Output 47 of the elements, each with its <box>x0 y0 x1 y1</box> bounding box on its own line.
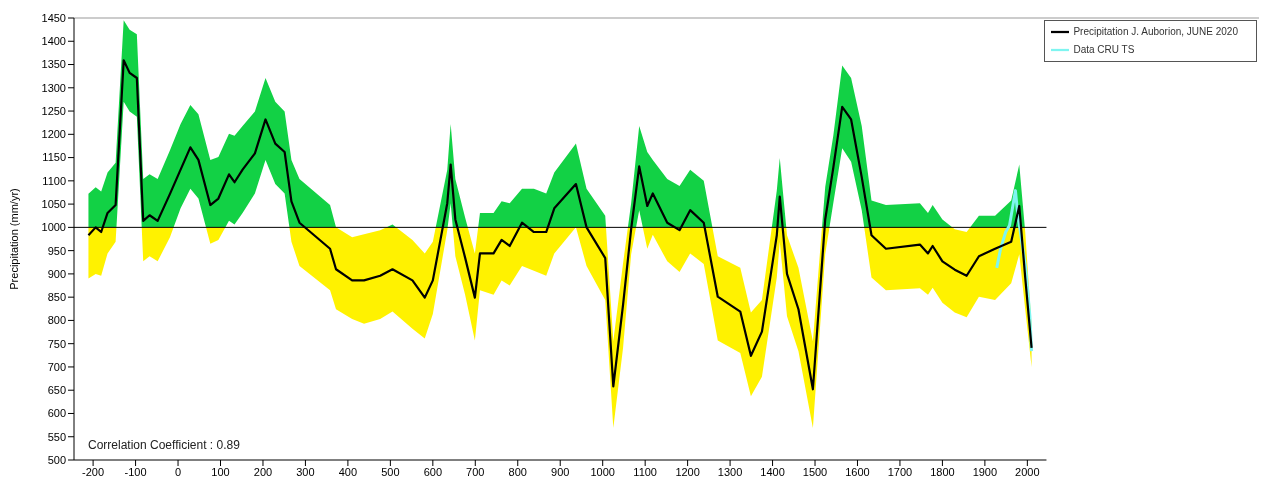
x-tick-label: -200 <box>82 465 105 478</box>
x-tick-label: 700 <box>466 465 485 478</box>
x-tick-label: 1600 <box>845 465 870 478</box>
y-tick-label: 1450 <box>41 11 66 24</box>
x-tick-label: 1700 <box>887 465 913 478</box>
y-tick-label: 600 <box>47 407 66 420</box>
legend-label: Precipitation J. Auborion, JUNE 2020 <box>1073 25 1238 37</box>
x-tick-label: 600 <box>423 465 443 478</box>
y-tick-label: 1100 <box>42 174 66 187</box>
x-tick-label: 800 <box>508 465 527 478</box>
y-tick-label: 1200 <box>41 128 66 141</box>
x-tick-label: 1900 <box>972 465 998 478</box>
x-tick-label: -100 <box>124 465 147 478</box>
y-tick-label: 1050 <box>41 198 66 211</box>
x-tick-label: 1800 <box>930 465 955 478</box>
y-tick-label: 750 <box>47 337 66 350</box>
y-tick-label: 1150 <box>42 151 66 164</box>
x-tick-label: 500 <box>381 465 400 478</box>
y-tick-label: 800 <box>47 314 66 327</box>
y-tick-label: 500 <box>47 453 66 466</box>
x-tick-label: 1100 <box>633 465 657 478</box>
x-tick-label: 900 <box>551 465 570 478</box>
x-tick-label: 2000 <box>1015 465 1040 478</box>
x-tick-label: 0 <box>174 465 182 478</box>
y-tick-label: 550 <box>47 430 66 443</box>
x-tick-label: 200 <box>253 465 273 478</box>
y-tick-label: 1000 <box>41 221 66 234</box>
legend-label: Data CRU TS <box>1073 43 1135 55</box>
x-tick-label: 1500 <box>802 465 828 478</box>
x-tick-label: 400 <box>338 465 358 478</box>
y-tick-label: 1300 <box>41 81 66 94</box>
y-tick-label: 950 <box>47 244 66 257</box>
y-tick-label: 1250 <box>41 104 66 117</box>
x-tick-label: 1200 <box>675 465 700 478</box>
y-axis-title: Precipitation (mm/yr) <box>7 188 20 290</box>
x-tick-label: 300 <box>296 465 315 478</box>
x-tick-label: 1300 <box>717 465 743 478</box>
y-tick-label: 650 <box>47 384 66 397</box>
x-tick-label: 1000 <box>590 465 615 478</box>
y-tick-label: 700 <box>47 360 66 373</box>
y-tick-label: 1400 <box>41 35 66 48</box>
x-tick-label: 100 <box>211 465 230 478</box>
annotation: Correlation Coefficient : 0.89 <box>88 438 240 452</box>
y-tick-label: 1350 <box>41 58 66 71</box>
y-tick-label: 900 <box>47 267 66 280</box>
x-tick-label: 1400 <box>760 465 785 478</box>
y-tick-label: 850 <box>47 291 66 304</box>
